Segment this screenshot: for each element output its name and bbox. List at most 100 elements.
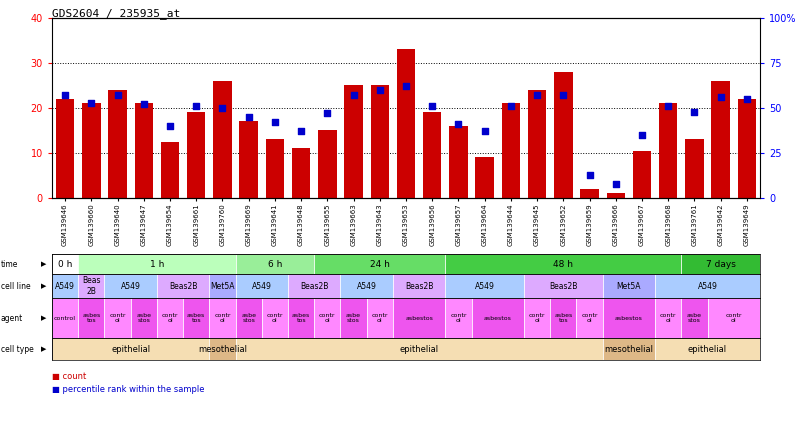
Bar — [314, 254, 446, 274]
Bar — [240, 122, 258, 198]
Point — [609, 180, 622, 187]
Point — [138, 101, 151, 108]
Bar — [655, 274, 760, 298]
Bar — [708, 298, 760, 338]
Text: contr
ol: contr ol — [214, 313, 231, 323]
Bar — [450, 126, 467, 198]
Bar — [475, 158, 494, 198]
Text: A549: A549 — [475, 281, 495, 290]
Point — [478, 128, 491, 135]
Text: Beas2B: Beas2B — [300, 281, 328, 290]
Point — [399, 83, 412, 90]
Text: ▶: ▶ — [40, 346, 46, 352]
Text: 6 h: 6 h — [267, 259, 282, 269]
Text: asbes
tos: asbes tos — [292, 313, 310, 323]
Bar — [236, 338, 603, 360]
Point — [190, 103, 202, 110]
Bar — [603, 338, 655, 360]
Text: contr
ol: contr ol — [529, 313, 545, 323]
Text: contr
ol: contr ol — [109, 313, 126, 323]
Bar — [524, 298, 550, 338]
Text: asbes
tos: asbes tos — [82, 313, 100, 323]
Bar — [659, 103, 677, 198]
Bar — [104, 298, 130, 338]
Text: cell type: cell type — [1, 345, 33, 353]
Bar — [318, 131, 336, 198]
Text: contr
ol: contr ol — [319, 313, 335, 323]
Bar — [262, 298, 288, 338]
Point — [58, 92, 71, 99]
Text: 24 h: 24 h — [370, 259, 390, 269]
Text: time: time — [1, 259, 18, 269]
Bar — [681, 298, 708, 338]
Bar — [577, 298, 603, 338]
Bar — [52, 298, 79, 338]
Bar — [56, 99, 75, 198]
Point — [321, 110, 334, 117]
Bar — [292, 148, 310, 198]
Text: contr
ol: contr ol — [660, 313, 676, 323]
Point — [688, 108, 701, 115]
Bar — [397, 49, 416, 198]
Bar — [340, 274, 393, 298]
Text: asbe
stos: asbe stos — [346, 313, 361, 323]
Bar — [633, 151, 651, 198]
Text: asbestos: asbestos — [615, 316, 643, 321]
Text: A549: A549 — [252, 281, 271, 290]
Text: asbe
stos: asbe stos — [687, 313, 702, 323]
Bar — [288, 274, 340, 298]
Bar — [738, 99, 756, 198]
Text: contr
ol: contr ol — [450, 313, 467, 323]
Bar — [446, 254, 681, 274]
Text: asbe
stos: asbe stos — [241, 313, 256, 323]
Text: asbestos: asbestos — [405, 316, 433, 321]
Bar — [236, 254, 314, 274]
Bar — [183, 298, 209, 338]
Text: ■ percentile rank within the sample: ■ percentile rank within the sample — [52, 385, 204, 394]
Text: Beas2B: Beas2B — [549, 281, 578, 290]
Text: mesothelial: mesothelial — [604, 345, 654, 353]
Bar — [209, 338, 236, 360]
Bar — [266, 139, 284, 198]
Point — [373, 87, 386, 94]
Bar — [52, 254, 79, 274]
Text: control: control — [54, 316, 76, 321]
Text: ■ count: ■ count — [52, 372, 86, 381]
Bar — [314, 298, 340, 338]
Bar — [423, 112, 441, 198]
Text: A549: A549 — [697, 281, 718, 290]
Point — [531, 92, 544, 99]
Text: asbe
stos: asbe stos — [136, 313, 151, 323]
Bar — [79, 254, 236, 274]
Bar — [134, 103, 153, 198]
Point — [662, 103, 675, 110]
Bar — [157, 274, 209, 298]
Text: epithelial: epithelial — [688, 345, 727, 353]
Point — [556, 92, 569, 99]
Text: 1 h: 1 h — [150, 259, 164, 269]
Text: epithelial: epithelial — [111, 345, 150, 353]
Text: asbes
tos: asbes tos — [187, 313, 206, 323]
Bar — [685, 139, 704, 198]
Bar — [711, 81, 730, 198]
Bar — [681, 254, 760, 274]
Text: epithelial: epithelial — [399, 345, 439, 353]
Point — [164, 123, 177, 130]
Point — [636, 131, 649, 139]
Bar — [161, 142, 179, 198]
Bar — [236, 274, 288, 298]
Text: 48 h: 48 h — [553, 259, 573, 269]
Point — [505, 103, 518, 110]
Bar — [393, 274, 446, 298]
Point — [85, 99, 98, 106]
Bar — [581, 189, 599, 198]
Text: A549: A549 — [55, 281, 75, 290]
Text: agent: agent — [1, 313, 23, 322]
Point — [740, 95, 753, 103]
Text: Met5A: Met5A — [210, 281, 235, 290]
Bar — [209, 274, 236, 298]
Text: A549: A549 — [356, 281, 377, 290]
Bar — [603, 274, 655, 298]
Bar — [340, 298, 367, 338]
Text: GDS2604 / 235935_at: GDS2604 / 235935_at — [52, 8, 181, 19]
